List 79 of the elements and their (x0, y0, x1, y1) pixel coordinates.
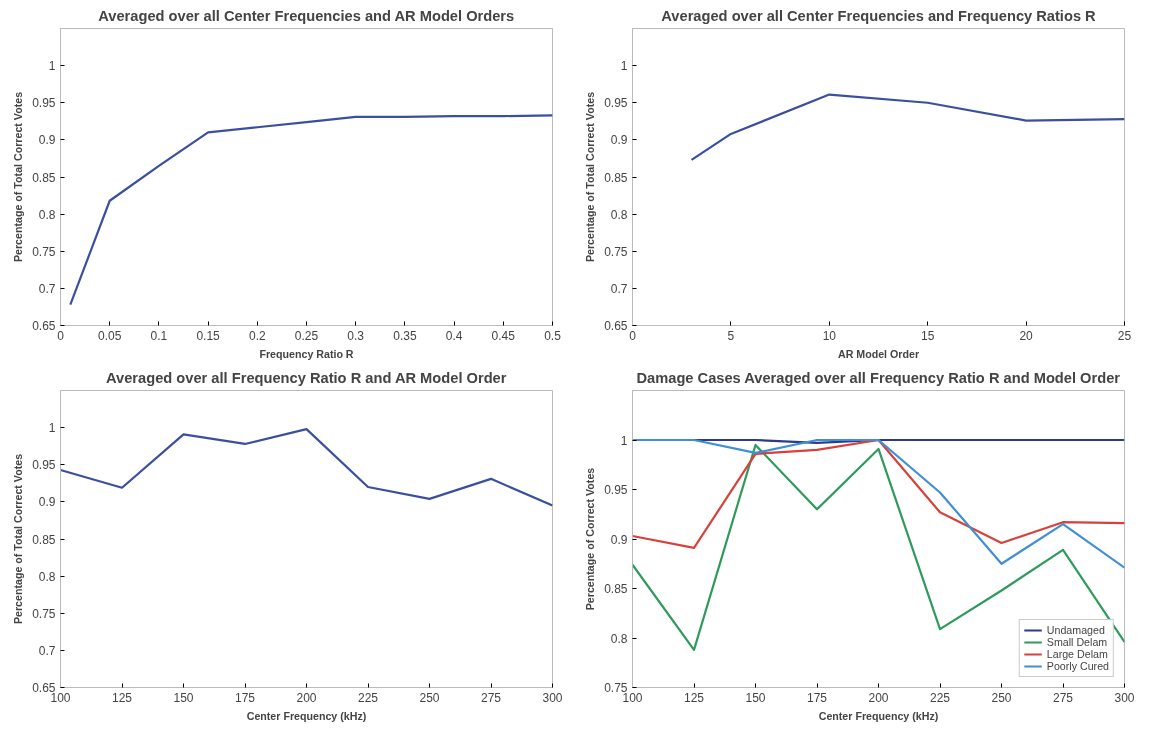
x-tick-label: 150 (173, 690, 194, 705)
y-tick-label: 0.7 (610, 281, 628, 296)
x-tick-label: 200 (296, 690, 317, 705)
y-tick-label: 0.75 (32, 606, 56, 621)
y-tick-label: 0.8 (38, 569, 56, 584)
x-tick-label: 25 (1117, 328, 1132, 343)
x-axis-title: Center Frequency (kHz) (246, 709, 367, 722)
y-axis-title: Percentage of Correct Votes (584, 467, 597, 611)
y-tick-label: 0.85 (604, 582, 628, 596)
chart-title: Damage Cases Averaged over all Frequency Ratio R and Model Order (636, 369, 1121, 386)
x-tick-label: 300 (1114, 690, 1135, 705)
y-tick-label: 0.75 (604, 244, 628, 259)
y-tick-label: 0.95 (604, 483, 628, 497)
x-tick-label: 0 (629, 328, 637, 343)
x-tick-label: 250 (419, 690, 440, 705)
x-tick-label: 0.05 (98, 328, 122, 343)
x-tick-label: 0.25 (294, 328, 319, 343)
x-axis-title: AR Model Order (837, 347, 920, 360)
y-axis-title: Percentage of Total Correct Votes (12, 453, 25, 625)
x-tick-label: 125 (111, 690, 133, 705)
y-tick-label: 0.9 (38, 133, 56, 148)
legend-label: Undamaged (1046, 624, 1105, 636)
y-tick-label: 0.8 (38, 207, 56, 222)
y-tick-label: 0.8 (610, 207, 628, 222)
x-tick-label: 0.3 (347, 328, 365, 343)
y-axis-title: Percentage of Total Correct Votes (584, 91, 597, 263)
y-tick-label: 0.95 (604, 96, 628, 111)
legend-label: Small Delam (1046, 636, 1108, 648)
y-tick-label: 1 (48, 59, 56, 74)
x-tick-label: 10 (822, 328, 837, 343)
x-tick-label: 15 (921, 328, 935, 343)
x-tick-label: 0.4 (445, 328, 463, 343)
x-tick-label: 175 (806, 690, 828, 705)
x-axis-title: Center Frequency (kHz) (818, 709, 939, 722)
x-tick-label: 200 (868, 690, 889, 705)
chart-title: Averaged over all Center Frequencies and AR Model Orders (98, 7, 515, 24)
x-axis-title: Frequency Ratio R (259, 347, 354, 360)
x-tick-label: 275 (1052, 690, 1074, 705)
legend-label: Large Delam (1046, 648, 1108, 660)
y-tick-label: 0.65 (604, 319, 628, 333)
y-tick-label: 0.8 (610, 631, 628, 646)
x-tick-label: 5 (727, 328, 735, 343)
y-axis-title: Percentage of Total Correct Votes (12, 91, 25, 263)
x-tick-label: 0.5 (544, 328, 562, 343)
x-tick-label: 250 (991, 690, 1012, 705)
x-tick-label: 0 (57, 328, 65, 343)
y-tick-label: 0.65 (32, 319, 56, 333)
x-tick-label: 0.35 (393, 328, 417, 343)
y-tick-label: 0.75 (604, 681, 628, 695)
y-tick-label: 1 (620, 433, 628, 448)
y-tick-label: 0.7 (38, 281, 56, 296)
y-tick-label: 0.75 (32, 244, 56, 259)
x-tick-label: 150 (745, 690, 766, 705)
y-tick-label: 0.85 (32, 170, 56, 185)
x-tick-label: 125 (683, 690, 705, 705)
y-tick-label: 1 (620, 59, 628, 74)
y-tick-label: 0.9 (610, 133, 628, 148)
y-tick-label: 0.65 (32, 681, 56, 695)
y-tick-label: 0.95 (32, 96, 56, 111)
x-tick-label: 0.15 (196, 328, 221, 343)
x-tick-label: 175 (234, 690, 256, 705)
chart-title: Averaged over all Center Frequencies and Frequency Ratios R (661, 7, 1097, 24)
y-tick-label: 0.85 (32, 532, 56, 547)
x-tick-label: 0.1 (150, 328, 168, 343)
chart-title: Averaged over all Frequency Ratio R and AR Model Order (106, 369, 507, 386)
x-tick-label: 275 (480, 690, 502, 705)
x-tick-label: 300 (542, 690, 563, 705)
x-tick-label: 20 (1019, 328, 1034, 343)
x-tick-label: 0.45 (491, 328, 516, 343)
y-tick-label: 0.9 (610, 532, 628, 547)
y-tick-label: 0.85 (604, 170, 628, 185)
x-tick-label: 225 (357, 690, 379, 705)
x-tick-label: 0.2 (248, 328, 266, 343)
x-tick-label: 225 (929, 690, 951, 705)
y-tick-label: 1 (48, 421, 56, 436)
legend-label: Poorly Cured (1046, 660, 1109, 672)
y-tick-label: 0.7 (38, 643, 56, 658)
y-tick-label: 0.9 (38, 495, 56, 510)
y-tick-label: 0.95 (32, 458, 56, 473)
